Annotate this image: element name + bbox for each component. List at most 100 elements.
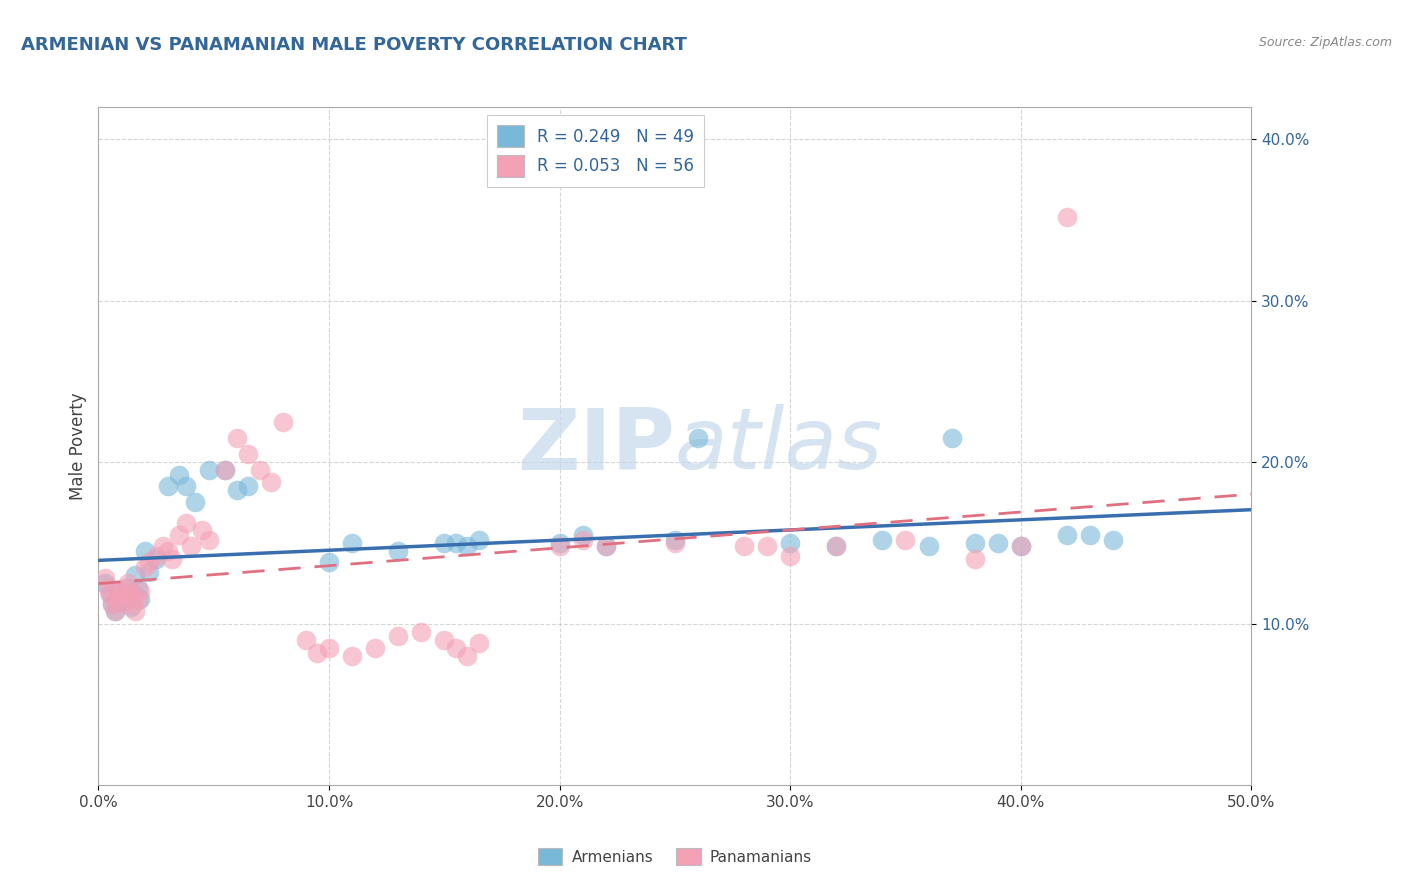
Point [456,539,478,553]
Point [548,536,571,550]
Point [98,587,121,601]
Point [134,560,156,574]
Point [180,539,202,553]
Point [1010,539,1032,553]
Point [664,536,686,550]
Point [444,640,467,655]
Text: ARMENIAN VS PANAMANIAN MALE POVERTY CORRELATION CHART: ARMENIAN VS PANAMANIAN MALE POVERTY CORR… [21,36,688,54]
Point [225,483,247,497]
Point [167,468,190,483]
Point [340,536,363,550]
Point [101,597,124,611]
Point [129,592,152,607]
Point [156,544,179,558]
Point [468,533,491,547]
Point [387,544,409,558]
Point [444,536,467,550]
Point [174,516,197,531]
Text: atlas: atlas [675,404,883,488]
Point [917,539,939,553]
Point [238,479,260,493]
Point [117,592,139,607]
Point [468,636,491,650]
Point [105,592,128,607]
Point [779,549,801,563]
Point [103,604,125,618]
Point [456,648,478,663]
Point [184,495,207,509]
Point [198,463,221,477]
Point [411,624,433,639]
Point [127,581,149,595]
Point [191,523,214,537]
Point [134,544,156,558]
Point [124,568,146,582]
Point [105,592,128,607]
Point [894,533,917,547]
Point [249,463,271,477]
Point [94,571,117,585]
Point [115,581,138,595]
Point [1056,210,1078,224]
Point [124,604,146,618]
Point [987,536,1010,550]
Point [198,533,221,547]
Point [145,549,167,563]
Point [138,555,160,569]
Point [214,463,236,477]
Point [340,648,363,663]
Point [108,584,131,599]
Point [318,640,340,655]
Point [686,431,709,445]
Point [122,597,145,611]
Point [595,539,617,553]
Point [98,587,121,601]
Point [271,415,294,429]
Point [101,597,124,611]
Point [1102,533,1125,547]
Point [595,539,617,553]
Point [433,536,456,550]
Point [94,576,117,591]
Point [307,646,329,660]
Point [260,475,283,489]
Point [387,630,409,644]
Point [318,555,340,569]
Point [1010,539,1032,553]
Point [117,576,139,591]
Point [548,539,571,553]
Point [963,552,986,566]
Legend: Armenians, Panamanians: Armenians, Panamanians [530,840,820,873]
Point [571,528,593,542]
Point [112,587,135,601]
Point [110,596,132,610]
Point [1056,528,1078,542]
Point [1078,528,1101,542]
Point [872,533,894,547]
Y-axis label: Male Poverty: Male Poverty [69,392,87,500]
Point [214,463,236,477]
Text: Source: ZipAtlas.com: Source: ZipAtlas.com [1258,36,1392,49]
Point [138,565,160,579]
Point [941,431,963,445]
Point [756,539,779,553]
Text: ZIP: ZIP [517,404,675,488]
Point [145,552,167,566]
Point [120,587,142,601]
Point [664,533,686,547]
Point [825,539,848,553]
Point [122,587,145,601]
Point [733,539,755,553]
Point [174,479,197,493]
Point [238,447,260,461]
Point [295,632,318,647]
Point [825,539,848,553]
Point [129,584,152,599]
Point [97,581,120,595]
Point [115,581,138,595]
Point [112,587,135,601]
Point [779,536,801,550]
Point [108,584,131,599]
Point [160,552,183,566]
Point [963,536,986,550]
